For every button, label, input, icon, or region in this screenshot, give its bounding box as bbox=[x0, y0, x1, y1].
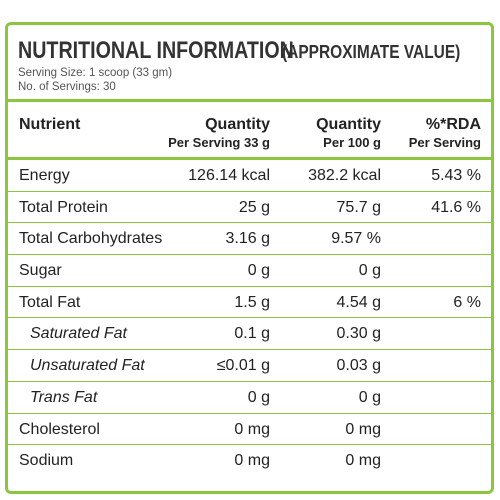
per-100g-value: 0 mg bbox=[345, 452, 381, 470]
table-row: Unsaturated Fat ≤0.01 g 0.03 g bbox=[8, 350, 491, 382]
rda-value: 5.43 % bbox=[431, 167, 481, 184]
nutrient-name: Cholesterol bbox=[19, 420, 100, 438]
per-serving-value: 1.5 g bbox=[234, 293, 270, 311]
nutrition-panel: NUTRITIONAL INFORMATION (APPROXIMATE VAL… bbox=[5, 22, 494, 494]
column-header-per-serving-line2: Per Serving 33 g bbox=[168, 135, 270, 150]
nutrient-name: Total Protein bbox=[19, 198, 108, 216]
column-header-per-100g-line2: Per 100 g bbox=[323, 135, 381, 150]
per-100g-value: 0.30 g bbox=[336, 325, 381, 343]
per-serving-value: 0 mg bbox=[234, 420, 270, 438]
table-row: Sugar 0 g 0 g bbox=[8, 255, 491, 287]
per-serving-value: 25 g bbox=[238, 198, 270, 216]
nutrient-name: Sugar bbox=[19, 262, 62, 280]
table-row: Energy 126.14 kcal 382.2 kcal 5.43 % bbox=[8, 160, 491, 192]
column-header-nutrient: Nutrient bbox=[19, 116, 81, 133]
column-header-per-serving-line1: Quantity bbox=[205, 116, 270, 133]
column-header-rda-line1: %*RDA bbox=[425, 116, 481, 133]
table-row: Cholesterol 0 mg 0 mg bbox=[8, 414, 491, 446]
page-title: NUTRITIONAL INFORMATION (APPROXIMATE VAL… bbox=[18, 37, 460, 65]
per-100g-value: 0 g bbox=[358, 262, 381, 280]
column-header-per-100g-line1: Quantity bbox=[316, 116, 381, 133]
column-header-rda: %*RDA Per Serving bbox=[409, 116, 481, 150]
panel-header: NUTRITIONAL INFORMATION (APPROXIMATE VAL… bbox=[8, 25, 491, 102]
table-row: Trans Fat 0 g 0 g bbox=[8, 382, 491, 414]
per-serving-value: 126.14 kcal bbox=[188, 167, 270, 184]
column-header-per-serving: Quantity Per Serving 33 g bbox=[168, 116, 270, 150]
serving-size: Serving Size: 1 scoop (33 gm) bbox=[18, 67, 173, 79]
nutrient-name: Unsaturated Fat bbox=[30, 357, 145, 375]
per-serving-value: 0 g bbox=[247, 388, 270, 406]
title-main: NUTRITIONAL INFORMATION bbox=[18, 37, 294, 64]
nutrient-name: Sodium bbox=[19, 452, 74, 470]
nutrient-name: Saturated Fat bbox=[30, 325, 127, 343]
per-serving-value: 0 mg bbox=[234, 452, 270, 470]
nutrient-name: Energy bbox=[19, 167, 70, 184]
rda-value: 41.6 % bbox=[431, 198, 481, 216]
nutrient-name: Total Carbohydrates bbox=[19, 230, 163, 248]
per-100g-value: 75.7 g bbox=[336, 198, 381, 216]
title-sub: (APPROXIMATE VALUE) bbox=[282, 42, 461, 62]
column-header-rda-line2: Per Serving bbox=[408, 135, 481, 150]
per-serving-value: 0 g bbox=[247, 262, 270, 280]
per-100g-value: 382.2 kcal bbox=[308, 167, 381, 184]
table-row: Total Protein 25 g 75.7 g 41.6 % bbox=[8, 192, 491, 224]
table-row: Total Fat 1.5 g 4.54 g 6 % bbox=[8, 287, 491, 319]
per-100g-value: 0.03 g bbox=[336, 357, 381, 375]
per-100g-value: 0 g bbox=[358, 388, 381, 406]
nutrient-table-body: Energy 126.14 kcal 382.2 kcal 5.43 % Tot… bbox=[8, 160, 491, 476]
rda-value: 6 % bbox=[453, 293, 481, 311]
per-100g-value: 9.57 % bbox=[331, 230, 381, 248]
nutrient-name: Total Fat bbox=[19, 293, 81, 311]
column-header-per-100g: Quantity Per 100 g bbox=[316, 116, 381, 150]
table-row: Saturated Fat 0.1 g 0.30 g bbox=[8, 318, 491, 351]
table-row: Sodium 0 mg 0 mg bbox=[8, 445, 491, 476]
per-100g-value: 4.54 g bbox=[336, 293, 381, 311]
per-100g-value: 0 mg bbox=[345, 420, 381, 438]
nutrient-name: Trans Fat bbox=[30, 388, 98, 406]
per-serving-value: 0.1 g bbox=[234, 325, 270, 343]
table-row: Total Carbohydrates 3.16 g 9.57 % bbox=[8, 223, 491, 256]
servings-count: No. of Servings: 30 bbox=[18, 81, 116, 93]
per-serving-value: ≤0.01 g bbox=[216, 357, 270, 375]
table-header: Nutrient Quantity Per Serving 33 g Quant… bbox=[8, 102, 491, 160]
per-serving-value: 3.16 g bbox=[225, 230, 270, 248]
